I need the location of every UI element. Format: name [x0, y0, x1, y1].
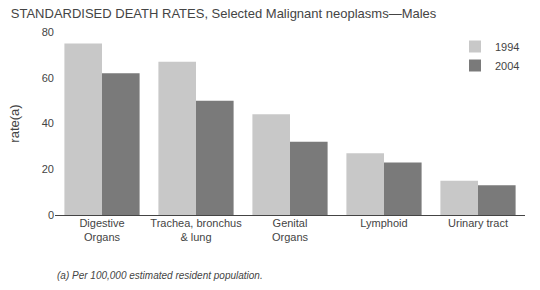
svg-text:1994: 1994 [495, 41, 519, 53]
svg-text:Trachea, bronchus& lung: Trachea, bronchus& lung [150, 217, 242, 243]
svg-text:GenitalOrgans: GenitalOrgans [272, 217, 309, 243]
svg-text:2004: 2004 [495, 60, 519, 72]
svg-text:Urinary tract: Urinary tract [448, 217, 508, 229]
svg-text:DigestiveOrgans: DigestiveOrgans [79, 217, 124, 243]
svg-text:40: 40 [42, 117, 54, 129]
svg-text:80: 80 [42, 26, 54, 38]
svg-text:0: 0 [48, 209, 54, 221]
svg-text:Lymphoid: Lymphoid [360, 217, 407, 229]
svg-text:(a) Per 100,000 estimated resi: (a) Per 100,000 estimated resident popul… [57, 270, 263, 281]
svg-text:60: 60 [42, 72, 54, 84]
svg-text:20: 20 [42, 163, 54, 175]
svg-text:STANDARDISED DEATH RATES, Sele: STANDARDISED DEATH RATES, Selected Malig… [11, 6, 437, 21]
svg-text:rate(a): rate(a) [7, 104, 22, 142]
